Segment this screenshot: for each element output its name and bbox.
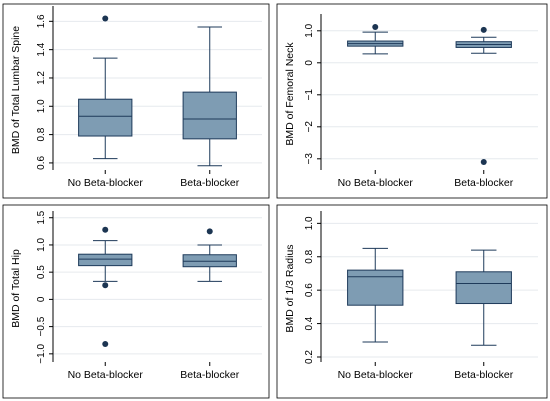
x-tick-label: No Beta-blocker	[68, 369, 144, 381]
x-tick-label: Beta-blocker	[180, 369, 239, 381]
y-tick-label: −1	[304, 89, 315, 101]
panel-4: 0.2 0.4 0.6 0.8 1.0 BMD of 1/3 Radius No Beta-…	[276, 204, 548, 399]
y-tick-label: 0	[36, 296, 47, 302]
outlier-point	[102, 282, 109, 289]
box-group-2	[455, 249, 512, 346]
box-iqr	[182, 91, 237, 140]
x-tick-label: No Beta-blocker	[338, 177, 414, 189]
box-iqr	[78, 253, 133, 267]
x-tick-label: Beta-blocker	[454, 369, 513, 381]
y-tick-label: −1.0	[36, 344, 47, 364]
y-tick-label: −0.5	[36, 316, 47, 336]
box-group-1	[347, 247, 404, 343]
y-tick-label: 0.4	[304, 316, 315, 330]
panel-1: 0.6 0.8 1.0 1.2 1.4 1.6 BMD of Total Lumbar Sp…	[2, 3, 270, 199]
y-tick-label: 1.6	[36, 14, 47, 28]
box-iqr	[78, 98, 133, 137]
y-tick-label: −3	[304, 153, 315, 165]
outlier-point	[102, 15, 109, 22]
box-group-2	[182, 26, 237, 167]
x-tick-label: Beta-blocker	[454, 177, 513, 189]
outlier-point	[102, 226, 109, 233]
panel-border	[2, 204, 270, 399]
y-tick-label: 1.0	[304, 216, 315, 230]
y-tick-label: 0	[304, 60, 315, 66]
x-tick-label: Beta-blocker	[180, 177, 239, 189]
y-tick-label: 0.6	[304, 283, 315, 297]
y-tick-label: −2	[304, 121, 315, 133]
box-iqr	[455, 271, 512, 305]
y-tick-label: 1.0	[36, 99, 47, 113]
y-tick-label: 1.4	[36, 42, 47, 56]
y-axis-title: BMD of 1/3 Radius	[284, 244, 296, 332]
y-tick-label: 0.2	[304, 350, 315, 364]
box-group-1	[78, 15, 133, 160]
outlier-point	[102, 341, 109, 348]
box-iqr	[347, 269, 404, 306]
y-tick-label: 1.5	[36, 210, 47, 224]
y-axis-title: BMD of Femoral Neck	[284, 42, 296, 146]
box-group-1	[347, 23, 404, 55]
y-tick-label: 0.8	[36, 127, 47, 141]
box-group-1	[78, 226, 133, 348]
y-tick-label: 1.2	[36, 71, 47, 85]
box-group-2	[455, 26, 512, 165]
outlier-point	[480, 159, 487, 165]
outlier-point	[206, 228, 213, 235]
y-axis-title: BMD of Total Hip	[10, 249, 22, 328]
y-tick-label: 0.6	[36, 156, 47, 170]
panel-3: −1.0 −0.5 0 0.5 1.0 1.5 BMD of Total Hip No Bet…	[2, 204, 270, 399]
outlier-point	[480, 26, 487, 33]
y-axis-title: BMD of Total Lumbar Spine	[10, 26, 22, 154]
box-group-2	[182, 228, 237, 282]
x-tick-label: No Beta-blocker	[68, 177, 144, 189]
panel-2: −3 −2 −1 0 1.0 BMD of Femoral Neck No Beta-blo…	[276, 3, 548, 199]
x-tick-label: No Beta-blocker	[338, 369, 414, 381]
y-tick-label: 1.0	[304, 23, 315, 37]
y-tick-label: 0.8	[304, 249, 315, 263]
outlier-point	[372, 23, 379, 30]
panel-border	[276, 3, 548, 199]
y-tick-label: 1.0	[36, 238, 47, 252]
box-iqr	[182, 254, 237, 268]
y-tick-label: 0.5	[36, 265, 47, 279]
